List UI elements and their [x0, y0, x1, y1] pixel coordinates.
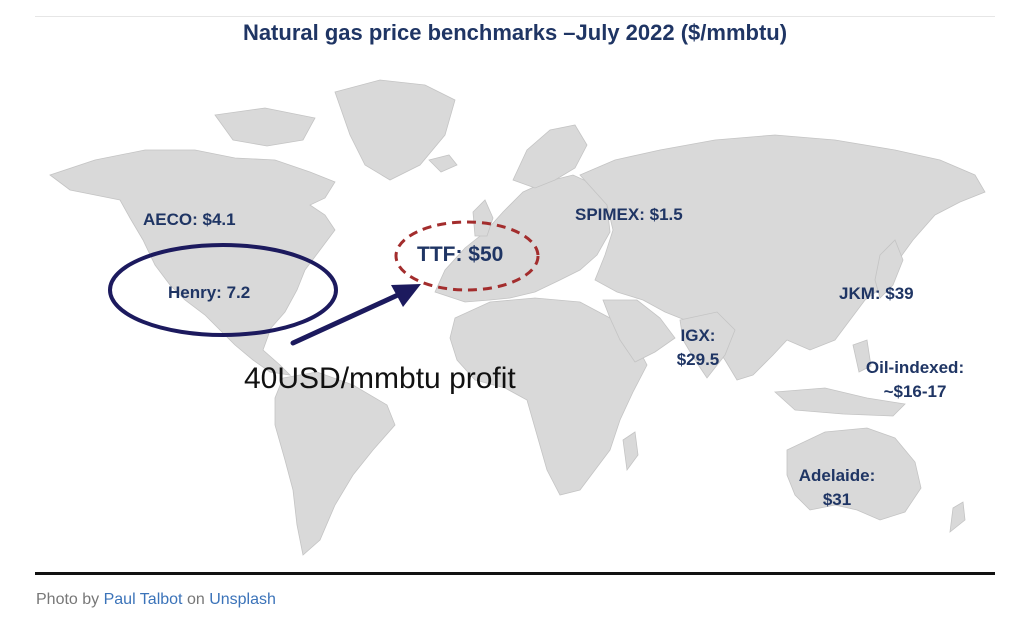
map-title: Natural gas price benchmarks –July 2022 …: [242, 20, 788, 45]
south-america-landmass: [274, 371, 396, 556]
label-oil-indexed-name: Oil-indexed:: [865, 358, 965, 377]
africa-landmass: [449, 297, 648, 496]
top-divider: [35, 16, 995, 17]
unsplash-link[interactable]: Unsplash: [209, 591, 276, 608]
henry-highlight-ellipse: [108, 243, 338, 337]
europe-landmass: [434, 174, 611, 303]
label-oil-indexed-value: ~$16-17: [883, 382, 947, 401]
caption-prefix: Photo by: [36, 591, 100, 608]
japan: [874, 239, 904, 299]
philippines: [852, 339, 872, 373]
photo-credit: Photo by Paul Talbot on Unsplash: [36, 591, 276, 609]
label-ttf: TTF: $50: [417, 243, 504, 266]
label-jkm: JKM: $39: [839, 284, 914, 303]
asia-landmass: [579, 134, 986, 381]
author-link[interactable]: Paul Talbot: [103, 591, 183, 608]
label-igx-name: IGX:: [680, 326, 716, 345]
indian-subcontinent: [679, 311, 736, 379]
arrow-icon: [290, 284, 421, 346]
arabian-peninsula: [602, 299, 676, 363]
ttf-highlight-ellipse: [394, 220, 540, 292]
caption-divider: [35, 572, 995, 575]
north-america-landmass: [49, 149, 336, 376]
scandinavia-landmass: [512, 124, 588, 189]
label-igx-value: $29.5: [676, 350, 720, 369]
caption-middle: on: [186, 591, 205, 608]
map-figure: Natural gas price benchmarks –July 2022 …: [35, 0, 995, 572]
label-henry: Henry: 7.2: [168, 283, 251, 302]
label-spimex: SPIMEX: $1.5: [575, 205, 683, 224]
world-map: [49, 79, 986, 556]
label-aeco: AECO: $4.1: [143, 210, 236, 229]
profit-annotation: 40USD/mmbtu profit: [244, 362, 516, 395]
arctic-islands: [214, 107, 316, 147]
label-adelaide-name: Adelaide:: [798, 466, 876, 485]
label-adelaide: Adelaide: $31: [792, 464, 882, 512]
label-igx: IGX: $29.5: [668, 324, 728, 372]
new-zealand: [949, 501, 966, 533]
label-oil-indexed: Oil-indexed: ~$16-17: [855, 356, 975, 404]
indonesia-islands: [774, 387, 906, 417]
label-adelaide-value: $31: [822, 490, 852, 509]
greenland-landmass: [334, 79, 456, 181]
iceland: [428, 154, 458, 173]
madagascar: [622, 431, 639, 472]
australia-landmass: [786, 427, 922, 521]
british-isles: [472, 199, 494, 237]
